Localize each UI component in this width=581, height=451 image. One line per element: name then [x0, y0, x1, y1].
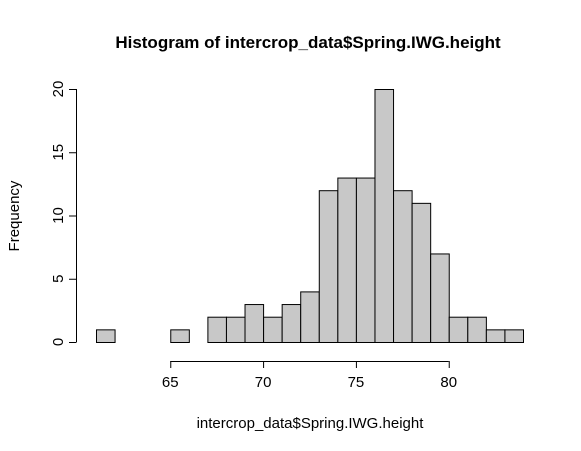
histogram-bar [96, 329, 116, 344]
histogram-bar [411, 202, 432, 343]
y-tick-label: 20 [50, 81, 67, 98]
x-axis-label: intercrop_data$Spring.IWG.height [197, 415, 425, 432]
histogram-bar [244, 304, 265, 343]
bars-group [96, 89, 525, 344]
histogram-bar [374, 89, 395, 343]
y-tick-label: 15 [50, 144, 67, 161]
histogram-bar [281, 304, 302, 343]
histogram-bar [337, 177, 357, 343]
histogram-bar [225, 316, 246, 344]
chart-title: Histogram of intercrop_data$Spring.IWG.h… [115, 33, 501, 52]
y-tick-label: 0 [50, 338, 67, 346]
y-tick-label: 10 [50, 207, 67, 224]
histogram-bar [355, 177, 376, 343]
histogram-bar [263, 316, 283, 344]
x-tick-label: 75 [348, 374, 365, 391]
histogram-bar [448, 316, 469, 344]
x-tick-label: 80 [440, 374, 457, 391]
histogram-bar [430, 253, 450, 343]
histogram-bar [300, 291, 320, 343]
histogram-bar [170, 329, 190, 344]
x-tick-label: 65 [162, 374, 179, 391]
histogram-bar [207, 316, 227, 344]
x-tick-label: 70 [255, 374, 272, 391]
histogram-bar [393, 190, 413, 343]
y-axis: 0 5 10 15 20 [50, 81, 77, 346]
y-tick-label: 5 [50, 275, 67, 283]
x-axis: 65 70 75 80 [162, 361, 457, 391]
histogram-bar [318, 190, 339, 343]
y-axis-label: Frequency [6, 180, 23, 251]
histogram-bar [485, 329, 506, 344]
histogram-bar [467, 316, 487, 344]
histogram-bar [504, 329, 525, 344]
